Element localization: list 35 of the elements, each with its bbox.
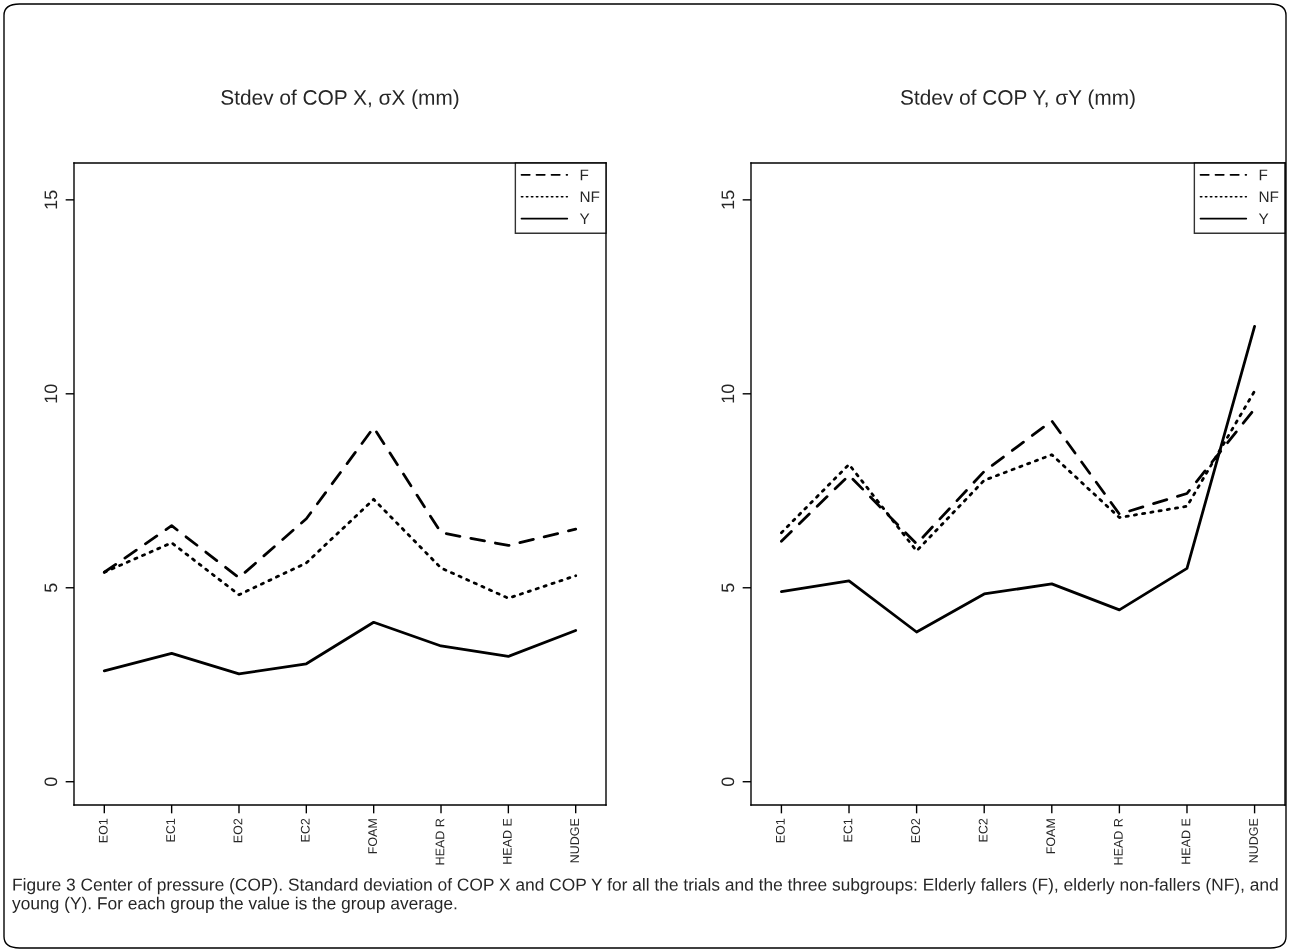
legend-label: Y [1258,213,1269,224]
x-tick-label: EC1 [166,818,175,842]
y-tick-label: 0 [44,777,58,787]
y-tick-label: 15 [721,190,735,209]
x-tick-label: EC2 [978,818,988,842]
x-tick-label: HEAD E [1181,818,1191,864]
legend-label: NF [1259,191,1279,203]
legend-label: F [1259,169,1268,181]
legend-label: NF [580,191,600,203]
chart-title: Stdev of COP Y, σY (mm) [900,89,1135,109]
legend-label: F [580,169,589,181]
x-tick-label: NUDGE [570,818,580,863]
chart-title: Stdev of COP X, σX (mm) [221,89,459,109]
x-tick-label: FOAM [1046,819,1056,854]
y-tick-label: 10 [721,384,735,403]
x-tick-label: HEAD R [435,818,445,865]
line-series [102,620,578,676]
x-tick-label: EO1 [98,818,108,843]
x-tick-label: EO2 [233,818,243,843]
x-tick-label: EC2 [300,818,310,842]
x-tick-label: EO2 [911,818,920,843]
legend-label: Y [579,213,590,224]
x-tick-label: NUDGE [1249,818,1258,863]
x-tick-label: EC1 [843,818,853,842]
x-tick-label: HEAD R [1114,818,1123,865]
x-tick-label: FOAM [368,819,378,854]
y-tick-label: 5 [721,583,735,593]
y-tick-label: 5 [44,583,58,593]
x-tick-label: HEAD E [502,818,512,864]
x-tick-label: EO1 [775,818,785,843]
y-tick-label: 0 [721,777,735,787]
y-tick-label: 15 [44,190,58,209]
caption: Figure 3 Center of pressure (COP). Standard deviation of COP X and COP Y for all the trials and the three subgroups: Elderly fallers (F), elderly non-fallers (NF), and young (Y). For each group the value is the group average. [12,878,1278,913]
line-series [780,324,1256,634]
y-tick-label: 10 [44,384,58,403]
